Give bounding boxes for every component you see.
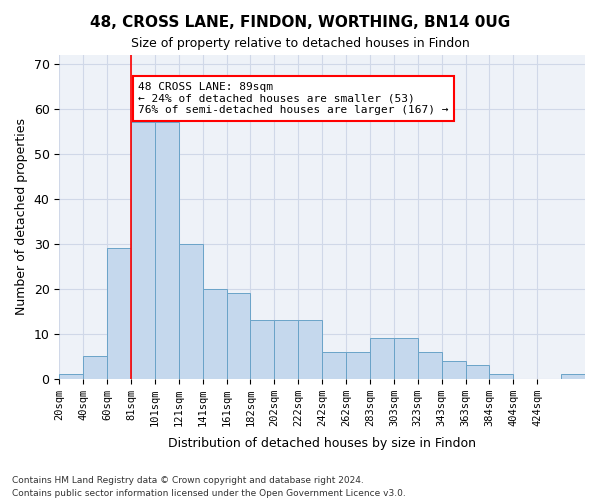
- Bar: [466, 365, 490, 378]
- Bar: [250, 320, 274, 378]
- Text: Contains public sector information licensed under the Open Government Licence v3: Contains public sector information licen…: [12, 488, 406, 498]
- Bar: [155, 122, 179, 378]
- Text: Contains HM Land Registry data © Crown copyright and database right 2024.: Contains HM Land Registry data © Crown c…: [12, 476, 364, 485]
- Bar: [442, 360, 466, 378]
- X-axis label: Distribution of detached houses by size in Findon: Distribution of detached houses by size …: [168, 437, 476, 450]
- Bar: [107, 248, 131, 378]
- Bar: [83, 356, 107, 378]
- Bar: [490, 374, 514, 378]
- Text: Size of property relative to detached houses in Findon: Size of property relative to detached ho…: [131, 38, 469, 51]
- Y-axis label: Number of detached properties: Number of detached properties: [15, 118, 28, 316]
- Bar: [274, 320, 298, 378]
- Bar: [394, 338, 418, 378]
- Bar: [203, 289, 227, 378]
- Bar: [59, 374, 83, 378]
- Bar: [179, 244, 203, 378]
- Bar: [346, 352, 370, 378]
- Text: 48 CROSS LANE: 89sqm
← 24% of detached houses are smaller (53)
76% of semi-detac: 48 CROSS LANE: 89sqm ← 24% of detached h…: [138, 82, 449, 115]
- Text: 48, CROSS LANE, FINDON, WORTHING, BN14 0UG: 48, CROSS LANE, FINDON, WORTHING, BN14 0…: [90, 15, 510, 30]
- Bar: [298, 320, 322, 378]
- Bar: [131, 122, 155, 378]
- Bar: [370, 338, 394, 378]
- Bar: [322, 352, 346, 378]
- Bar: [561, 374, 585, 378]
- Bar: [227, 294, 250, 378]
- Bar: [418, 352, 442, 378]
